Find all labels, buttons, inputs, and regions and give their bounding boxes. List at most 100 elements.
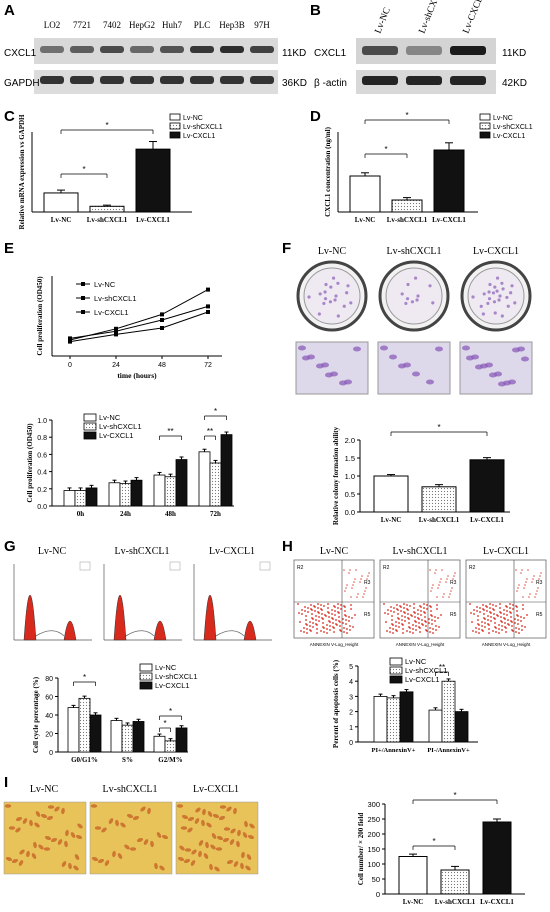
legend-swatch — [479, 122, 491, 130]
flow-dot — [352, 584, 354, 586]
flow-dot — [345, 619, 347, 621]
legend-label: Lv-CXCL1 — [405, 675, 440, 684]
flow-dot — [415, 621, 417, 623]
flow-axis-label: ANNEXIN V-Log_Height — [310, 642, 359, 647]
flow-dot — [397, 609, 399, 611]
flow-dot — [533, 575, 535, 577]
flow-dot — [323, 627, 325, 629]
x-tick-label: Lv-shCXCL1 — [419, 516, 460, 524]
cell-mark — [31, 853, 37, 859]
legend-label: Lv-CXCL1 — [493, 133, 525, 140]
colony-dot — [405, 297, 410, 301]
flow-dot — [316, 632, 318, 634]
flow-dot — [475, 627, 477, 629]
flow-dot — [488, 628, 490, 630]
cell-mark — [202, 808, 206, 816]
flow-dot — [473, 609, 475, 611]
flow-dot — [312, 618, 314, 620]
series-line — [69, 311, 209, 343]
sig-label: * — [82, 165, 85, 174]
flow-dot — [385, 621, 387, 623]
bar — [43, 192, 79, 213]
flow-dot — [350, 604, 352, 606]
sig-label: * — [163, 719, 166, 728]
colony-dot — [324, 282, 328, 287]
flow-dot — [510, 612, 512, 614]
lane-label: Huh7 — [162, 20, 182, 30]
cell-mark — [22, 818, 28, 824]
cell-mark — [353, 346, 361, 352]
legend-label: Lv-NC — [94, 280, 116, 289]
bar — [421, 486, 457, 513]
cell-mark — [140, 806, 146, 812]
x-tick-label: Lv-CXCL1 — [480, 898, 514, 906]
flow-dot — [529, 593, 531, 595]
flow-dot — [360, 578, 362, 580]
y-tick-label: 100 — [367, 860, 380, 869]
flow-dot — [318, 612, 320, 614]
flow-dot — [436, 608, 438, 610]
flow-dot — [333, 631, 335, 633]
cell-mark — [475, 364, 483, 370]
flow-dot — [298, 612, 300, 614]
x-tick-label: G2/M% — [158, 756, 183, 764]
flow-dot — [524, 584, 526, 586]
bar — [89, 205, 125, 213]
flow-dot — [406, 604, 408, 606]
flow-dot — [340, 608, 342, 610]
cell-mark — [209, 863, 213, 871]
g1-peak — [23, 594, 37, 641]
flow-dot — [504, 618, 506, 620]
flow-dot — [535, 593, 537, 595]
flow-dot — [431, 619, 433, 621]
x-tick-label: Lv-shCXCL1 — [435, 898, 476, 906]
colony-dot — [492, 300, 497, 304]
legend-swatch — [83, 431, 97, 440]
flow-dot — [334, 606, 336, 608]
flow-dot — [425, 621, 427, 623]
cell-mark — [244, 820, 248, 828]
s-phase-curve — [215, 630, 245, 637]
flow-dot — [349, 629, 351, 631]
flow-dot — [309, 625, 311, 627]
flow-dot — [409, 631, 411, 633]
y-tick-label: 250 — [367, 815, 380, 824]
flow-dot — [306, 624, 308, 626]
x-tick-label: G0/G1% — [71, 756, 98, 764]
cell-mark — [298, 345, 306, 351]
band-cxcl1 — [250, 46, 274, 53]
flow-dot — [326, 632, 328, 634]
panel-letter-b: B — [310, 2, 321, 19]
flow-dot — [412, 628, 414, 630]
flow-dot — [469, 603, 471, 605]
flow-dot — [490, 616, 492, 618]
flow-dot — [300, 630, 302, 632]
cell-mark — [462, 345, 470, 351]
y-axis-label: Cell number/ × 200 field — [357, 813, 365, 886]
flow-dot — [386, 630, 388, 632]
flow-dot — [317, 607, 319, 609]
flow-dot — [431, 615, 433, 617]
flow-dot — [299, 621, 301, 623]
flow-dot — [524, 626, 526, 628]
colony-dot — [513, 301, 517, 305]
flow-dot — [310, 604, 312, 606]
flow-dot — [431, 587, 433, 589]
flow-dot — [522, 604, 524, 606]
cell-mark — [206, 822, 212, 828]
y-tick-label: 0 — [376, 890, 380, 899]
cell-mark — [147, 807, 151, 815]
x-tick-label: S% — [122, 756, 133, 764]
legend-label: Lv-NC — [493, 115, 513, 122]
colony-dot — [336, 314, 340, 318]
cell-mark — [201, 819, 205, 827]
band-cxcl1 — [190, 46, 214, 53]
flow-dot — [534, 596, 536, 598]
colony-dot — [410, 300, 415, 304]
hist-legend — [259, 561, 271, 571]
bar — [440, 869, 470, 895]
flow-dot — [436, 604, 438, 606]
bar — [209, 462, 222, 507]
flow-dot — [420, 610, 422, 612]
image-label: Lv-shCXCL1 — [115, 546, 170, 557]
